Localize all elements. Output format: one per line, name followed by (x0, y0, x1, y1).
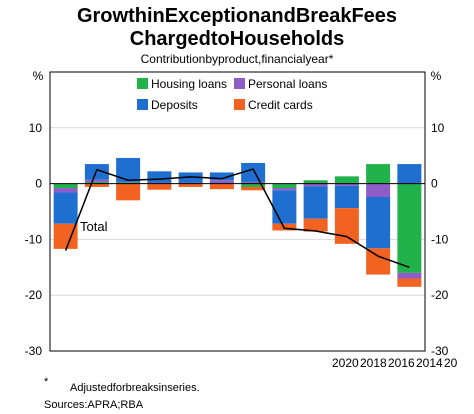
y-tick-label-left: 0 (35, 177, 42, 191)
bar-housing-loans (334, 176, 359, 184)
bar-deposits (272, 190, 297, 224)
bar-housing-loans (397, 183, 422, 273)
bar-personal-loans (147, 182, 172, 184)
legend-label-credit-cards: Credit cards (248, 98, 313, 112)
legend-swatch-personal-loans (234, 78, 245, 89)
bar-housing-loans (272, 183, 297, 189)
legend: Housing loans Personal loans Deposits Cr… (137, 77, 327, 112)
chart-subtitle: Contributionbyproduct,financialyear* (141, 52, 334, 66)
bar-credit-cards (116, 183, 141, 201)
y-tick-label-left: -10 (25, 232, 43, 246)
bar-credit-cards (334, 208, 359, 244)
bar-personal-loans (178, 182, 203, 184)
legend-label-personal-loans: Personal loans (248, 77, 327, 91)
bar-deposits (303, 186, 328, 219)
legend-swatch-credit-cards (234, 99, 245, 110)
total-series (64, 168, 410, 269)
bar-personal-loans (272, 188, 297, 191)
bar-deposits (334, 185, 359, 209)
bar-credit-cards (84, 183, 109, 187)
chart-title-line2: ChargedtoHouseholds (130, 28, 344, 50)
y-tick-label-left: -30 (25, 344, 43, 358)
y-tick-label-right: 10 (431, 121, 445, 135)
plot-frame (49, 71, 426, 352)
bar-personal-loans (209, 180, 234, 184)
x-tick-label: 20 (444, 356, 458, 370)
x-tick-label: 2016 (388, 356, 415, 370)
sources-text: Sources:APRA;RBA (44, 399, 144, 411)
legend-label-deposits: Deposits (151, 98, 198, 112)
bar-personal-loans (241, 181, 266, 184)
bar-deposits (84, 164, 109, 180)
bar-credit-cards (147, 183, 172, 190)
bar-credit-cards (366, 248, 391, 275)
chart-title-line1: GrowthinExceptionandBreakFees (77, 5, 397, 27)
footnote-text: Adjustedforbreaksinseries. (70, 382, 200, 394)
bar-personal-loans (397, 272, 422, 279)
bar-personal-loans (53, 188, 78, 193)
bar-deposits (209, 172, 234, 181)
total-annotation: Total (80, 219, 108, 234)
y-tick-label-right: -20 (431, 288, 449, 302)
bar-housing-loans (241, 183, 266, 187)
bar-personal-loans (366, 183, 391, 197)
x-tick-label: 2020 (332, 356, 359, 370)
bar-deposits (53, 192, 78, 224)
bar-credit-cards (178, 183, 203, 187)
total-line (64, 168, 410, 269)
legend-swatch-housing-loans (137, 78, 148, 89)
y-tick-label-left: -20 (25, 288, 43, 302)
y-tick-label-left: 10 (29, 121, 43, 135)
bar-credit-cards (397, 278, 422, 287)
bar-deposits (116, 157, 141, 182)
y-axis-ticks: -30 -30 -20 -20 -10 -10 0 0 10 10 (25, 121, 449, 358)
bar-deposits (366, 196, 391, 249)
bar-personal-loans (334, 183, 359, 186)
bar-marks (53, 157, 422, 287)
bar-deposits (147, 171, 172, 183)
x-tick-label: 2018 (360, 356, 387, 370)
bar-deposits (397, 164, 422, 184)
x-tick-label: 2014 (416, 356, 443, 370)
bar-housing-loans (53, 183, 78, 189)
bar-housing-loans (366, 164, 391, 184)
plot-border (49, 71, 426, 352)
bar-housing-loans (303, 180, 328, 184)
bar-personal-loans (303, 183, 328, 187)
bar-credit-cards (241, 186, 266, 191)
bar-credit-cards (209, 183, 234, 190)
bar-personal-loans (84, 179, 109, 182)
footnote-marker: * (44, 376, 49, 388)
bar-deposits (241, 162, 266, 182)
bar-personal-loans (116, 181, 141, 183)
x-axis-ticks: 2020 2018 2016 2014 20 (332, 356, 458, 370)
legend-label-housing-loans: Housing loans (151, 77, 227, 91)
y-tick-label-right: -10 (431, 232, 449, 246)
y-tick-label-right: 0 (431, 177, 438, 191)
bar-housing-loans (84, 181, 109, 184)
unit-right: % (431, 69, 442, 83)
bar-credit-cards (303, 218, 328, 232)
y-tick-label-right: -30 (431, 344, 449, 358)
bar-housing-loans (116, 182, 141, 184)
unit-left: % (33, 69, 44, 83)
legend-swatch-deposits (137, 99, 148, 110)
